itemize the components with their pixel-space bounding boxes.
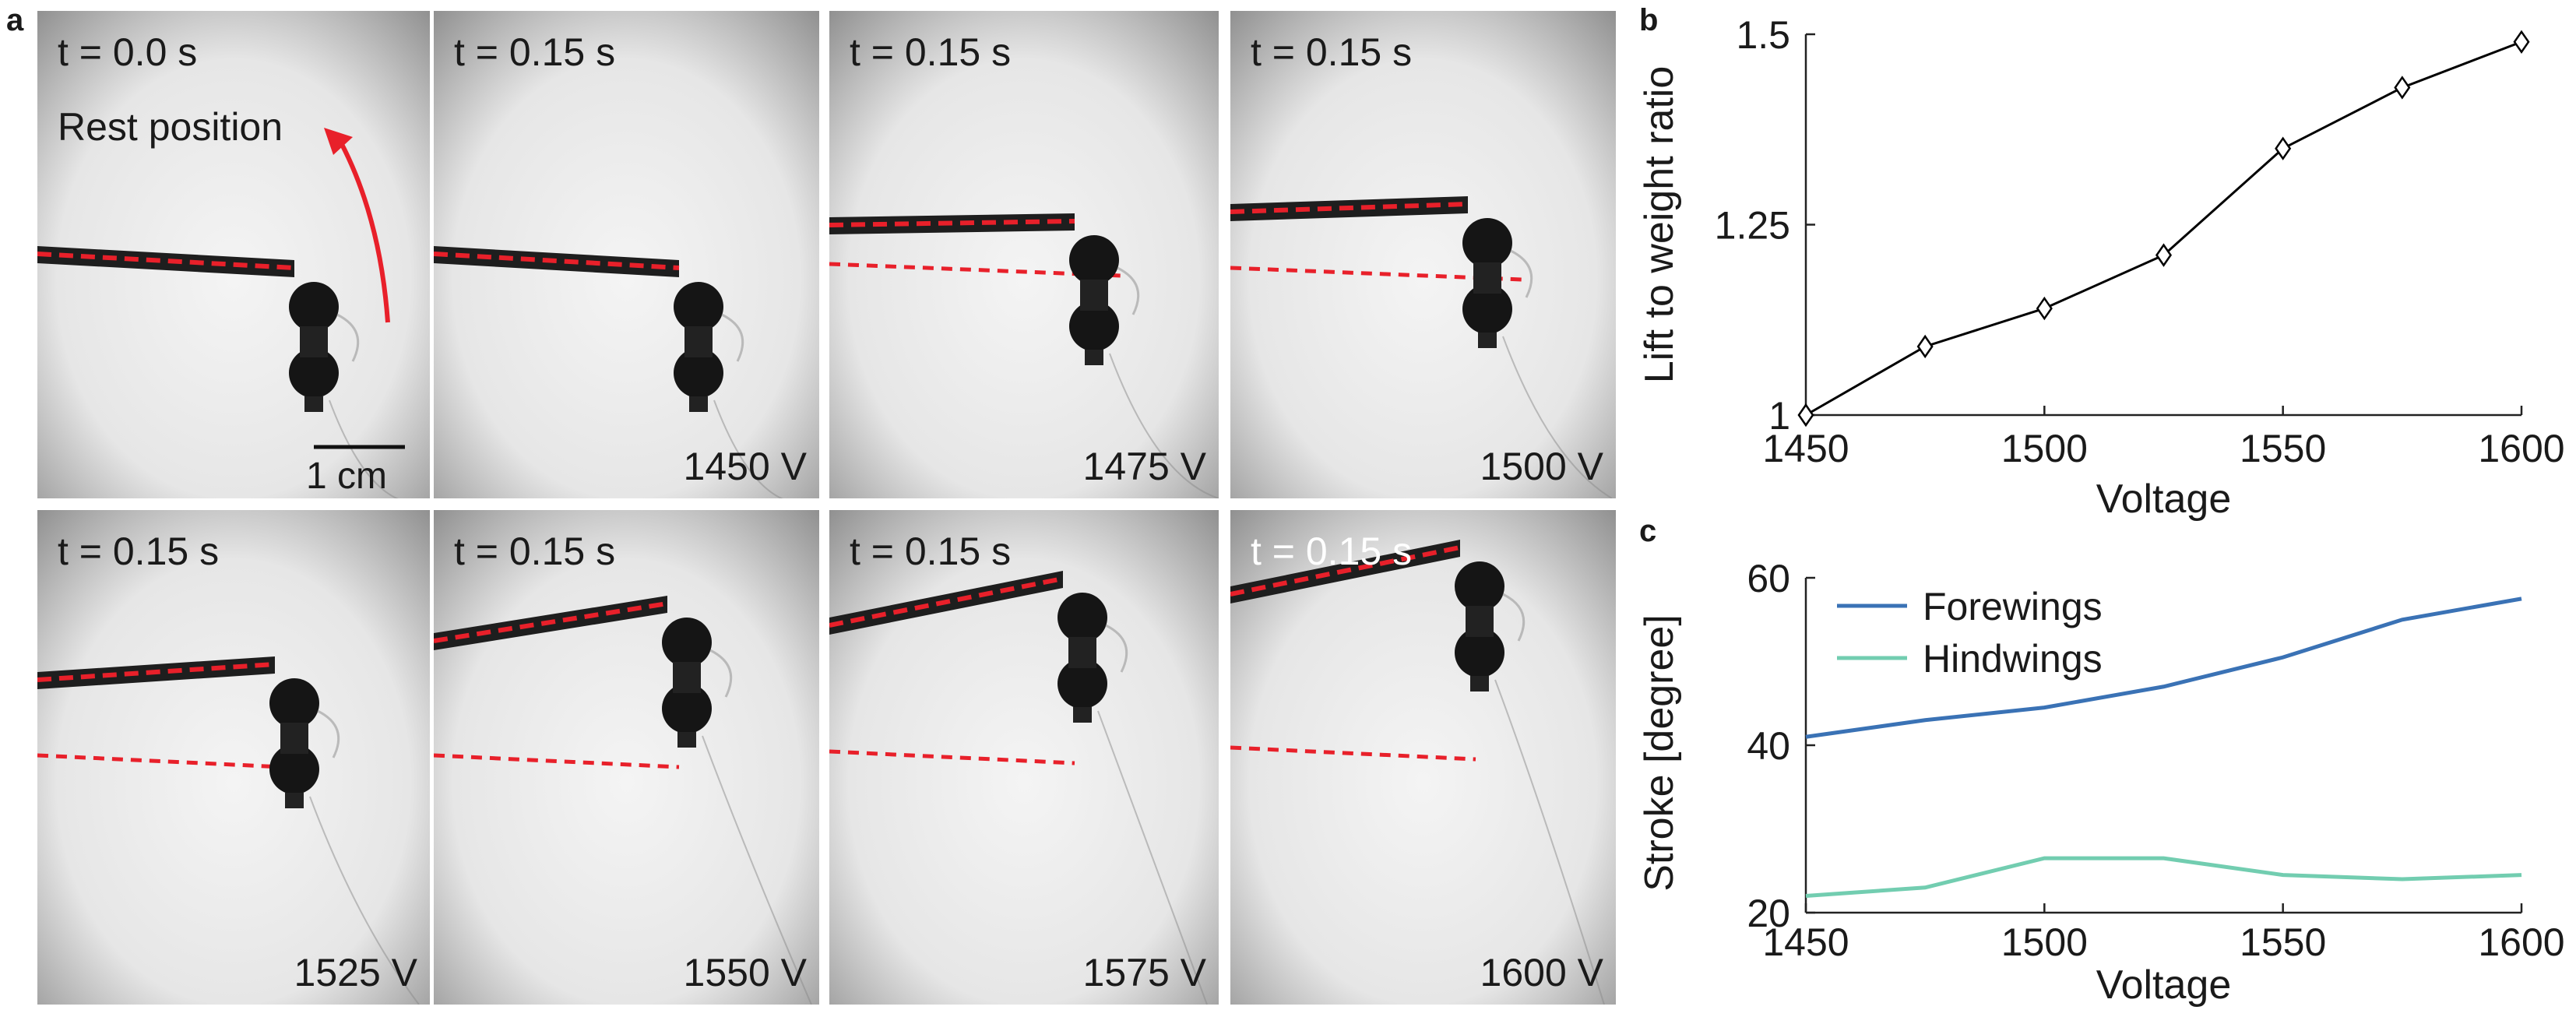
photo-frame: t = 0.15 s 1500 V bbox=[1230, 11, 1616, 498]
robot-body bbox=[1057, 593, 1208, 1005]
y-tick-label: 1.5 bbox=[1736, 13, 1790, 57]
arm-dashed-line bbox=[37, 662, 276, 682]
frame-image bbox=[434, 11, 819, 498]
robot-body bbox=[1069, 235, 1219, 498]
time-label: t = 0.15 s bbox=[454, 530, 616, 573]
panel-letter-b: b bbox=[1639, 3, 1659, 37]
y-tick-label: 60 bbox=[1747, 557, 1790, 600]
frame-image bbox=[1230, 11, 1616, 498]
y-tick-label: 20 bbox=[1747, 892, 1790, 935]
data-point-diamond bbox=[2275, 136, 2292, 160]
x-axis-label: Voltage bbox=[2096, 477, 2232, 522]
legend-label: Forewings bbox=[1923, 585, 2103, 628]
arm-dashed-line bbox=[1230, 545, 1461, 596]
voltage-label: 1525 V bbox=[294, 951, 417, 994]
voltage-label: 1500 V bbox=[1480, 445, 1603, 488]
time-label: t = 0.15 s bbox=[850, 30, 1012, 74]
stroke-chart: 1450 1500 1550 1600 20 40 60 Voltage Stroke [deg… bbox=[1637, 557, 2565, 1008]
panel-letter-a: a bbox=[6, 3, 24, 37]
voltage-label: 1450 V bbox=[683, 445, 807, 488]
reference-dashed-line bbox=[434, 753, 680, 769]
arm-dashed-line bbox=[434, 252, 680, 270]
y-axis-label: Stroke [degree] bbox=[1637, 614, 1682, 892]
rest-position-label: Rest position bbox=[58, 105, 283, 149]
arrowhead-icon bbox=[324, 128, 353, 155]
arm-dashed-line bbox=[434, 601, 668, 643]
scale-bar-label: 1 cm bbox=[306, 456, 388, 497]
time-label: t = 0.0 s bbox=[58, 30, 198, 74]
data-point-diamond bbox=[1916, 334, 1934, 359]
x-tick-label: 1600 bbox=[2478, 920, 2564, 964]
series-line-forewings bbox=[1805, 596, 2522, 739]
photo-frame: t = 0.15 s 1550 V bbox=[434, 510, 819, 1005]
frame-image bbox=[829, 510, 1219, 1005]
x-tick-label: 1450 bbox=[1762, 427, 1849, 470]
time-label: t = 0.15 s bbox=[454, 30, 616, 74]
data-point-diamond bbox=[2394, 76, 2411, 100]
frame-image bbox=[37, 11, 430, 498]
frame-image bbox=[434, 510, 819, 1005]
time-label: t = 0.15 s bbox=[58, 530, 220, 573]
x-tick-label: 1450 bbox=[1762, 920, 1849, 964]
frame-image bbox=[37, 510, 430, 1005]
arm-bar bbox=[37, 246, 294, 277]
robot-body bbox=[1455, 561, 1605, 1005]
panel-letter-c: c bbox=[1639, 514, 1657, 548]
y-tick-label: 1 bbox=[1768, 394, 1790, 438]
data-point-diamond bbox=[2513, 30, 2530, 54]
reference-dashed-line bbox=[37, 753, 283, 769]
photo-frame: t = 0.15 s 1475 V bbox=[829, 11, 1219, 498]
photo-frame: t = 0.15 s 1450 V bbox=[434, 11, 819, 498]
arm-dashed-line bbox=[829, 576, 1064, 628]
voltage-label: 1575 V bbox=[1082, 951, 1206, 994]
frame-image bbox=[829, 11, 1219, 498]
y-tick-label: 40 bbox=[1747, 724, 1790, 768]
time-label: t = 0.15 s bbox=[1251, 30, 1413, 74]
voltage-label: 1550 V bbox=[683, 951, 807, 994]
time-label: t = 0.15 s bbox=[850, 530, 1012, 573]
reference-dashed-line bbox=[829, 262, 1122, 278]
voltage-label: 1600 V bbox=[1480, 951, 1603, 994]
x-tick-label: 1550 bbox=[2240, 427, 2326, 470]
frame-image bbox=[1230, 510, 1616, 1005]
data-point-diamond bbox=[2036, 296, 2053, 321]
robot-body bbox=[289, 282, 399, 498]
series-line-hindwings bbox=[1805, 856, 2522, 898]
data-point-diamond bbox=[2155, 243, 2173, 267]
photo-frame: t = 0.15 s 1525 V bbox=[37, 510, 430, 1005]
data-point-diamond bbox=[1797, 403, 1814, 428]
photo-frame: t = 0.15 s 1600 V bbox=[1230, 510, 1616, 1005]
arm-dashed-line bbox=[829, 219, 1075, 227]
robot-body bbox=[662, 618, 812, 1005]
reference-dashed-line bbox=[829, 749, 1075, 765]
series-line bbox=[1805, 40, 2522, 417]
legend-label: Hindwings bbox=[1923, 637, 2103, 681]
reference-dashed-line bbox=[1230, 745, 1476, 762]
x-tick-label: 1600 bbox=[2478, 427, 2564, 470]
arm-dashed-line bbox=[1230, 202, 1469, 214]
x-tick-label: 1500 bbox=[2001, 920, 2088, 964]
x-tick-label: 1550 bbox=[2240, 920, 2326, 964]
x-tick-label: 1500 bbox=[2001, 427, 2088, 470]
robot-body bbox=[1462, 218, 1613, 498]
robot-body bbox=[674, 282, 784, 498]
photo-frame: t = 0.15 s 1575 V bbox=[829, 510, 1219, 1005]
lift-to-weight-chart: 1450 1500 1550 1600 1 1.25 1.5 Voltage Lift to w… bbox=[1637, 13, 2565, 522]
y-axis-label: Lift to weight ratio bbox=[1637, 66, 1682, 384]
time-label: t = 0.15 s bbox=[1251, 530, 1413, 573]
photo-frame: t = 0.0 s Rest position 1 cm bbox=[37, 11, 430, 498]
voltage-label: 1475 V bbox=[1082, 445, 1206, 488]
robot-body bbox=[269, 678, 420, 1005]
x-axis-label: Voltage bbox=[2096, 962, 2232, 1008]
motion-arrow-icon bbox=[335, 134, 390, 323]
y-tick-label: 1.25 bbox=[1715, 204, 1790, 248]
